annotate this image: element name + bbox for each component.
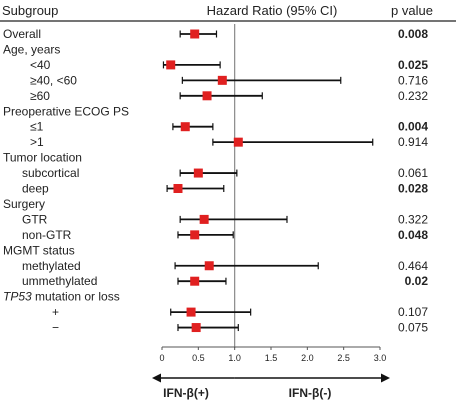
group-label: Tumor location [3, 151, 82, 165]
hazard-ratio-marker [190, 29, 200, 39]
subgroup-label: non-GTR [22, 228, 72, 242]
group-label: MGMT status [3, 243, 75, 257]
p-value: 0.075 [398, 321, 428, 335]
subgroup-label: subcortical [22, 166, 79, 180]
p-value: 0.025 [398, 58, 428, 72]
p-value: 0.028 [398, 182, 428, 196]
p-value: 0.004 [398, 120, 428, 134]
hazard-ratio-marker [233, 137, 243, 147]
hazard-ratio-marker [180, 122, 190, 132]
p-value: 0.716 [398, 73, 428, 87]
p-value: 0.464 [398, 259, 428, 273]
hazard-ratio-marker [173, 184, 183, 193]
direction-arrows: IFN-β(+) IFN-β(-) [152, 373, 390, 400]
hazard-ratio-marker [199, 214, 209, 224]
x-tick-label: 0 [159, 353, 164, 363]
x-axis: 0 0.5 1.0 1.5 2.0 2.5 3.0 [159, 346, 387, 363]
subgroup-label: >1 [30, 135, 44, 149]
header-hazard-ratio: Hazard Ratio (95% CI) [207, 3, 338, 18]
group-label: TP53 mutation or loss [3, 290, 120, 304]
arrow-left-head [152, 373, 161, 383]
arrow-right-head [381, 373, 390, 383]
hazard-ratio-marker [190, 230, 200, 240]
x-tick-label: 2.0 [301, 353, 314, 363]
x-tick-label: 1.0 [228, 353, 241, 363]
hazard-ratio-marker [191, 323, 201, 333]
x-tick-label: 0.5 [192, 353, 205, 363]
x-tick-label: 1.5 [265, 353, 278, 363]
subgroup-label: Overall [3, 27, 41, 41]
hazard-ratio-marker [204, 261, 214, 271]
p-value: 0.061 [398, 166, 428, 180]
subgroup-label: + [52, 305, 59, 319]
gene-name: TP53 [3, 290, 32, 304]
subgroup-label: deep [22, 182, 49, 196]
header-p-value: p value [391, 3, 433, 18]
hazard-ratio-marker [193, 168, 203, 178]
p-value: 0.107 [398, 305, 428, 319]
x-tick-label: 3.0 [374, 353, 387, 363]
header-subgroup: Subgroup [2, 3, 58, 18]
p-value: 0.232 [398, 89, 428, 103]
hazard-ratio-marker [186, 307, 196, 317]
subgroup-label: <40 [30, 58, 51, 72]
p-value: 0.048 [398, 228, 428, 242]
p-value: 0.02 [405, 274, 429, 288]
subgroup-label: − [52, 321, 59, 335]
rows-layer: Overall 0.008 Age, years <40 0.025 ≥40, <60 0.… [3, 24, 428, 348]
subgroup-label: ummethylated [22, 274, 97, 288]
group-label-suffix: mutation or loss [32, 290, 120, 304]
hazard-ratio-marker [166, 60, 176, 70]
hazard-ratio-marker [217, 75, 227, 85]
subgroup-label: ≥60 [30, 89, 50, 103]
arrow-label-left: IFN-β(+) [163, 386, 209, 400]
group-label: Preoperative ECOG PS [3, 104, 129, 118]
p-value: 0.008 [398, 27, 428, 41]
group-label: Age, years [3, 42, 60, 56]
hazard-ratio-marker [202, 91, 212, 101]
subgroup-label: GTR [22, 212, 48, 226]
group-label: Surgery [3, 197, 45, 211]
hazard-ratio-marker [190, 276, 200, 286]
arrow-label-right: IFN-β(-) [289, 386, 332, 400]
subgroup-label: ≥40, <60 [30, 73, 77, 87]
subgroup-label: ≤1 [30, 120, 44, 134]
subgroup-label: methylated [22, 259, 81, 273]
p-value: 0.322 [398, 212, 428, 226]
x-tick-label: 2.5 [337, 353, 350, 363]
p-value: 0.914 [398, 135, 428, 149]
